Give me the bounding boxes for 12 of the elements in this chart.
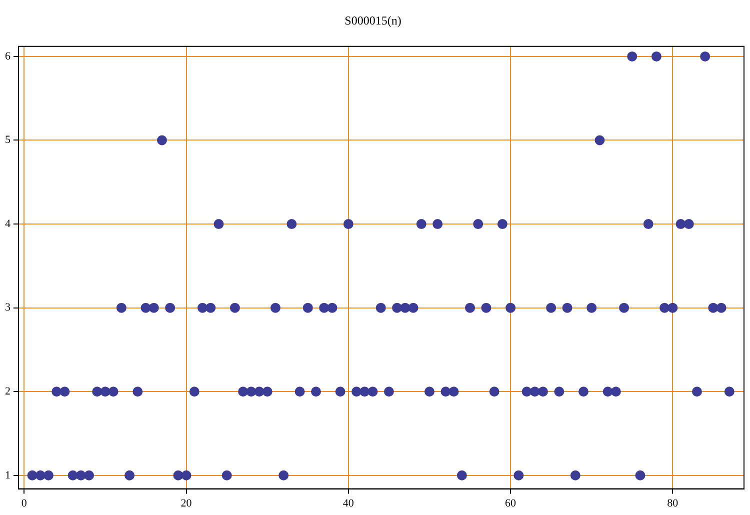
x-tick-label: 0 [21, 497, 28, 510]
x-tick-label: 40 [342, 497, 354, 510]
x-tick-label: 20 [180, 497, 192, 510]
y-tick-label: 1 [5, 469, 10, 482]
y-tick-label: 4 [5, 218, 11, 230]
y-tick-label: 6 [5, 50, 11, 62]
x-tick-label: 60 [505, 497, 517, 510]
x-tick-label: 80 [667, 497, 679, 510]
y-tick-label: 5 [5, 134, 11, 146]
chart-title: S000015(n) [344, 13, 402, 28]
y-tick-label: 2 [5, 385, 10, 398]
y-tick-label: 3 [5, 302, 11, 314]
